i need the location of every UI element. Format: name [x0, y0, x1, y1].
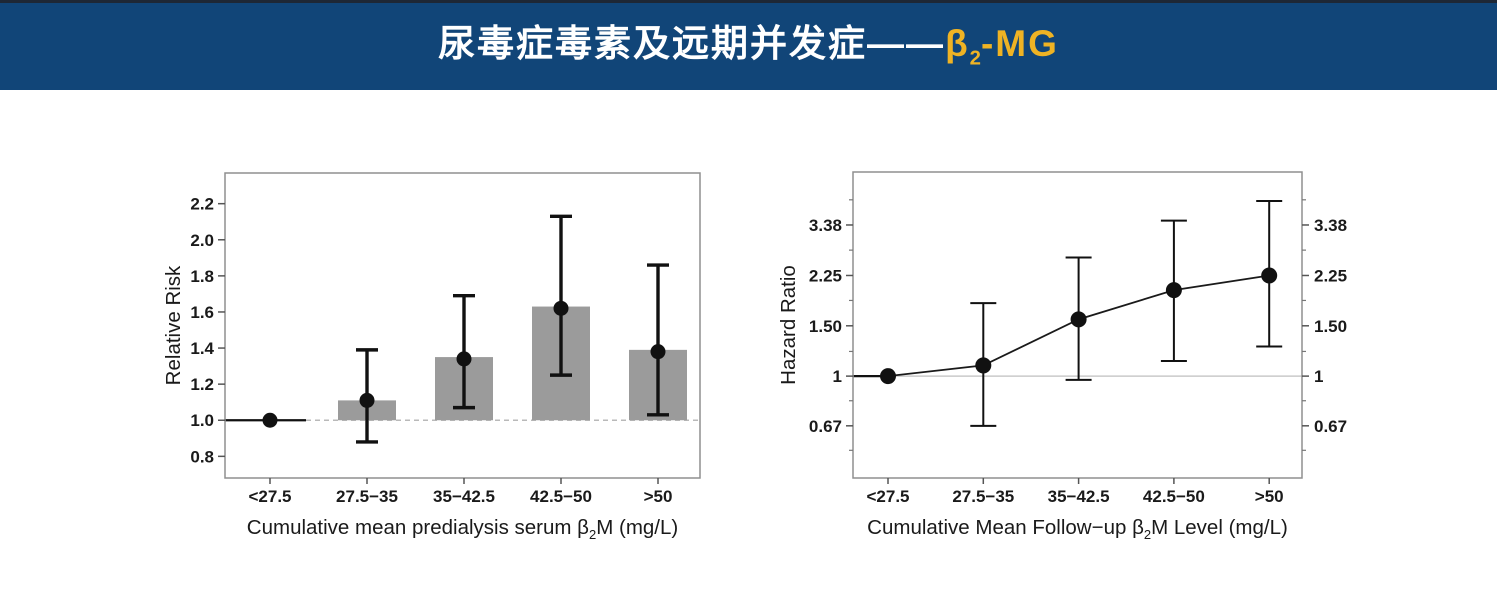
svg-text:1.0: 1.0 [190, 411, 214, 430]
svg-text:0.67: 0.67 [1314, 417, 1347, 436]
svg-text:42.5−50: 42.5−50 [1143, 487, 1205, 506]
svg-text:1.8: 1.8 [190, 267, 214, 286]
svg-text:Cumulative mean predialysis se: Cumulative mean predialysis serum β2M (m… [247, 516, 678, 542]
title-main-text: 尿毒症毒素及远期并发症—— [438, 22, 946, 64]
svg-text:<27.5: <27.5 [248, 487, 291, 506]
title-beta-symbol: β [945, 22, 970, 64]
svg-text:1.6: 1.6 [190, 303, 214, 322]
svg-text:<27.5: <27.5 [866, 487, 909, 506]
svg-text:2.0: 2.0 [190, 231, 214, 250]
header-banner: 尿毒症毒素及远期并发症——β2-MG [0, 0, 1497, 90]
svg-text:1.4: 1.4 [190, 339, 214, 358]
svg-text:Cumulative Mean Follow−up β2M: Cumulative Mean Follow−up β2M Level (mg/… [867, 516, 1288, 542]
svg-text:1.50: 1.50 [809, 317, 842, 336]
relative-risk-bar-chart: 0.8 1.0 1.2 1.4 1.6 1.8 2.0 2.2 <27.5 27.5−35 35−4… [162, 172, 701, 542]
svg-text:1: 1 [1314, 367, 1323, 386]
svg-text:42.5−50: 42.5−50 [530, 487, 592, 506]
svg-text:1.50: 1.50 [1314, 317, 1347, 336]
hazard-ratio-line-chart: 0.67 0.67 1 1 1.50 1.50 2.25 2.25 3.38 3.38 <27.5 2… [777, 171, 1347, 542]
svg-text:>50: >50 [644, 487, 673, 506]
svg-text:35−42.5: 35−42.5 [433, 487, 495, 506]
svg-text:27.5−35: 27.5−35 [952, 487, 1014, 506]
svg-text:2.25: 2.25 [1314, 266, 1347, 285]
title-suffix: -MG [980, 22, 1059, 64]
svg-text:2.25: 2.25 [809, 266, 842, 285]
svg-text:2.2: 2.2 [190, 195, 214, 214]
svg-text:27.5−35: 27.5−35 [336, 487, 398, 506]
title-beta-subscript: 2 [969, 47, 981, 70]
svg-text:>50: >50 [1255, 487, 1284, 506]
page-title: 尿毒症毒素及远期并发症——β2-MG [438, 25, 1059, 69]
svg-text:3.38: 3.38 [1314, 216, 1347, 235]
svg-text:Hazard Ratio: Hazard Ratio [777, 265, 800, 385]
svg-text:0.67: 0.67 [809, 417, 842, 436]
svg-text:35−42.5: 35−42.5 [1048, 487, 1110, 506]
svg-text:0.8: 0.8 [190, 447, 214, 466]
svg-text:Relative Risk: Relative Risk [162, 265, 185, 385]
svg-text:3.38: 3.38 [809, 216, 842, 235]
svg-text:1: 1 [833, 367, 842, 386]
svg-text:1.2: 1.2 [190, 375, 214, 394]
